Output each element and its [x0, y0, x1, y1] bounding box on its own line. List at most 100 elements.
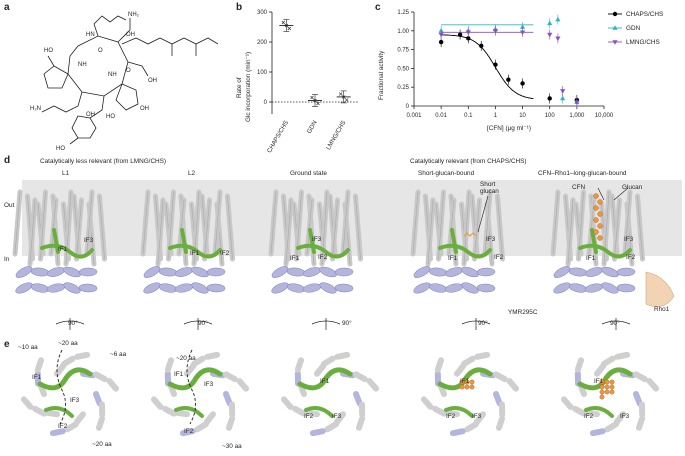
- helix-cylinder: [203, 411, 216, 426]
- x-tick-label: 10,000: [595, 113, 614, 119]
- data-point: [287, 26, 292, 31]
- interface-helix: [296, 243, 350, 259]
- helix-cylinder: [223, 371, 238, 383]
- helix-cylinder: [493, 391, 503, 407]
- helix-cylinder: [184, 362, 197, 377]
- interface-helix: [438, 243, 492, 259]
- data-point: [465, 30, 471, 36]
- x-tick-label: 0.01: [435, 113, 447, 119]
- x-category-label: CHAPS/CHS: [266, 120, 290, 155]
- cytosolic-helix: [428, 283, 448, 293]
- cytosolic-helix: [445, 267, 463, 277]
- helix-cylinder: [64, 421, 79, 433]
- cfn-pointer: [597, 187, 605, 201]
- cytosolic-helix: [302, 283, 322, 293]
- panel-letter-c: c: [375, 2, 381, 13]
- glucan-bead: [593, 205, 599, 211]
- cytosolic-helix: [30, 283, 50, 293]
- tm-helix-edge: [227, 195, 233, 260]
- e-cfn-if1: IF1: [594, 378, 604, 385]
- data-point: [547, 20, 553, 26]
- tm-helix-edge: [99, 195, 105, 260]
- data-point: [281, 20, 286, 25]
- x-category-label: GDN: [306, 120, 319, 135]
- e-l2-if3: IF3: [204, 381, 214, 388]
- tm-helix-edge: [624, 191, 631, 255]
- tm-helix-edge: [270, 191, 277, 255]
- panel-c-chart: 0 0.25 0.50 0.75 1.00 1.25 0.001 0.01 0.1 1 10 100 1…: [397, 10, 663, 132]
- cytosolic-helix: [616, 267, 636, 277]
- glucan-bead: [593, 193, 599, 199]
- e-l2-if1: IF1: [174, 371, 184, 378]
- helix-cylinder: [162, 405, 177, 417]
- d-sg-if3: IF3: [486, 236, 496, 243]
- x-tick-label: 0.001: [406, 113, 422, 119]
- x-category-label: LMNG/CHS: [325, 119, 347, 151]
- disordered-loop: [56, 349, 66, 425]
- svg-text:OH: OH: [148, 78, 157, 84]
- e-l2-20aa: ~20 aa: [176, 355, 196, 362]
- cytosolic-helix: [271, 282, 289, 294]
- helix-cylinder: [106, 378, 120, 392]
- helix-cylinder: [474, 351, 491, 360]
- glucan-bead: [593, 229, 599, 235]
- svg-text:HN: HN: [86, 32, 95, 38]
- glucan-bead: [597, 223, 603, 229]
- y-tick-label: 0.50: [397, 66, 409, 72]
- interface-helix: [297, 367, 353, 391]
- x-axis-label: [CFN] (μg ml⁻¹): [487, 125, 531, 132]
- data-point: [316, 101, 320, 106]
- glucan-bead: [604, 384, 610, 390]
- d-l1-if3: IF3: [84, 237, 94, 244]
- panel-b-ylabel-line1: Rate of: [236, 77, 243, 98]
- panel-letter-e: e: [4, 339, 10, 350]
- cytosolic-helix: [428, 267, 448, 277]
- legend-label: CHAPS/CHS: [626, 11, 663, 18]
- helix-cylinder: [461, 355, 476, 367]
- helix-cylinder: [574, 357, 585, 373]
- data-point: [313, 98, 317, 103]
- cytosolic-helix: [601, 282, 619, 294]
- helix-cylinder: [355, 415, 366, 431]
- glucan-bead: [593, 217, 599, 223]
- helix-cylinder: [225, 415, 236, 431]
- interface-helix: [180, 228, 188, 254]
- glucan-pointer: [613, 187, 629, 201]
- d-sg-if2: IF2: [494, 254, 504, 261]
- cytosolic-helix: [174, 283, 194, 293]
- tm-helix-edge: [637, 195, 643, 260]
- data-point: [466, 36, 471, 41]
- short-glucan-pointer: [477, 195, 489, 233]
- helix-cylinder: [95, 415, 106, 431]
- panel-d-title-short-glucan: Short-glucan-bound: [418, 170, 475, 177]
- helix-cylinder: [164, 357, 175, 373]
- helix-cylinder: [464, 421, 479, 433]
- panel-c-ylabel: Fractional activity: [378, 50, 385, 100]
- tm-helix-edge: [14, 191, 21, 255]
- d-gs-if1: IF1: [290, 255, 300, 262]
- tm-helix-edge: [86, 191, 93, 255]
- disordered-loop: [186, 349, 196, 425]
- e-l1-20aa-top: ~20 aa: [58, 340, 78, 347]
- glucan-bead: [464, 379, 470, 385]
- svg-text:OH: OH: [140, 106, 149, 112]
- d-sg-short-glucan-1: Short glucan: [480, 181, 499, 195]
- panel-d-title-ground-state: Ground state: [290, 170, 327, 177]
- helix-cylinder: [174, 409, 190, 418]
- d-glucan-label: Glucan: [622, 184, 643, 191]
- helix-cylinder: [420, 396, 434, 410]
- d-l2-if1: IF1: [190, 250, 200, 257]
- interface-helix: [44, 406, 74, 418]
- tm-helix-edge: [214, 191, 221, 255]
- tm-helix-edge: [552, 191, 559, 255]
- helix-cylinder: [179, 428, 196, 437]
- tm-helix-edge: [355, 195, 361, 260]
- data-point: [519, 30, 526, 36]
- helix-cylinder: [34, 357, 45, 373]
- helix-cylinder: [572, 405, 587, 417]
- e-gs-if1: IF1: [320, 378, 330, 385]
- glucan-bead: [599, 379, 605, 385]
- helix-cylinder: [646, 378, 660, 392]
- data-point: [438, 39, 444, 45]
- d-cfn-if3: IF3: [624, 236, 634, 243]
